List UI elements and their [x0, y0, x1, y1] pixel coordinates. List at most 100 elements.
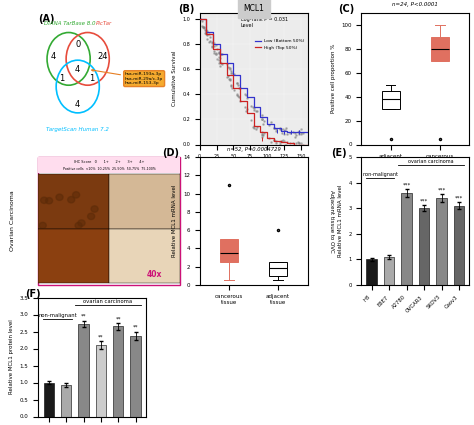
- Bar: [130, 336, 141, 416]
- Point: [208, 42, 216, 49]
- Point: [217, 51, 224, 58]
- Text: Log-rank P = 0.031
Level: Log-rank P = 0.031 Level: [241, 17, 288, 28]
- Point: [247, 117, 255, 124]
- Point: [270, 136, 277, 143]
- Point: [200, 23, 207, 30]
- Point: [299, 142, 307, 148]
- Point: [283, 124, 290, 131]
- Text: (E): (E): [331, 148, 347, 159]
- Point: [217, 52, 224, 59]
- Point: [283, 142, 290, 148]
- Point: [270, 125, 277, 132]
- Point: [267, 139, 275, 145]
- Point: [210, 42, 218, 49]
- Point: [227, 65, 234, 72]
- Y-axis label: Positive cell proportion %: Positive cell proportion %: [331, 44, 336, 113]
- Bar: [44, 382, 54, 416]
- Bar: [96, 345, 106, 416]
- Point: [234, 93, 242, 99]
- Point: [214, 56, 221, 63]
- Point: [233, 80, 241, 87]
- Point: [258, 132, 266, 139]
- Text: ***: ***: [438, 187, 446, 193]
- Point: [196, 16, 204, 23]
- Point: [277, 138, 284, 145]
- Point: [258, 129, 265, 136]
- Text: 40x: 40x: [147, 270, 162, 279]
- Point: [216, 59, 224, 65]
- Point: [292, 131, 300, 138]
- Text: (A): (A): [38, 14, 55, 24]
- Circle shape: [56, 194, 63, 201]
- Point: [289, 140, 297, 147]
- Y-axis label: Relative MCL1 protein level: Relative MCL1 protein level: [9, 320, 14, 394]
- Point: [242, 92, 249, 99]
- Point: [225, 65, 233, 72]
- Circle shape: [75, 222, 82, 229]
- Bar: [38, 229, 109, 283]
- Circle shape: [73, 192, 80, 198]
- Point: [289, 128, 297, 135]
- Point: [212, 42, 220, 49]
- Point: [212, 51, 220, 58]
- Text: **: **: [116, 316, 121, 321]
- Point: [215, 50, 223, 57]
- Text: 0: 0: [75, 40, 81, 49]
- Legend: Low (Bottom 50%), High (Top 50%): Low (Bottom 50%), High (Top 50%): [254, 37, 306, 51]
- Point: [233, 79, 241, 86]
- Point: [297, 142, 305, 149]
- Point: [295, 139, 302, 146]
- Bar: [38, 174, 109, 229]
- Text: (F): (F): [25, 289, 41, 299]
- Text: 4: 4: [75, 65, 81, 74]
- Point: [276, 126, 284, 133]
- Point: [209, 39, 216, 45]
- Text: 1: 1: [89, 74, 94, 83]
- Point: [215, 54, 222, 60]
- Point: [281, 142, 289, 149]
- Point: [237, 97, 244, 104]
- Point: [223, 61, 230, 68]
- Point: [237, 84, 244, 91]
- X-axis label: Time to Follow-Up (months): Time to Follow-Up (months): [216, 165, 292, 170]
- Point: [228, 70, 235, 76]
- Point: [201, 24, 208, 31]
- Point: [294, 139, 301, 146]
- Bar: [419, 208, 429, 285]
- Bar: [401, 193, 412, 285]
- Point: [278, 129, 285, 136]
- Point: [215, 49, 222, 56]
- Text: **: **: [98, 334, 104, 339]
- Point: [265, 122, 273, 129]
- Point: [270, 137, 277, 144]
- Text: 24: 24: [97, 52, 108, 61]
- Point: [280, 137, 288, 144]
- Point: [267, 119, 275, 125]
- Point: [273, 137, 280, 144]
- Title: MCL1: MCL1: [243, 4, 264, 13]
- Text: Ovarian Carcinoma: Ovarian Carcinoma: [10, 191, 15, 251]
- Point: [224, 64, 232, 71]
- Point: [270, 124, 277, 131]
- Point: [228, 82, 235, 88]
- Text: non-malignant: non-malignant: [38, 313, 77, 318]
- Point: [280, 137, 287, 144]
- Point: [272, 139, 280, 146]
- Text: 4: 4: [50, 52, 55, 61]
- Point: [291, 134, 299, 141]
- Point: [224, 73, 232, 79]
- Circle shape: [39, 222, 46, 229]
- Point: [242, 108, 249, 115]
- Point: [204, 28, 211, 34]
- Point: [205, 31, 213, 38]
- Point: [226, 77, 234, 84]
- Circle shape: [88, 213, 95, 220]
- Text: ovarian carcinoma: ovarian carcinoma: [408, 159, 454, 164]
- Point: [215, 49, 223, 56]
- Point: [291, 130, 299, 136]
- PathPatch shape: [269, 262, 287, 276]
- Point: [258, 115, 266, 122]
- Point: [230, 71, 237, 78]
- Point: [292, 140, 300, 147]
- Point: [198, 23, 206, 30]
